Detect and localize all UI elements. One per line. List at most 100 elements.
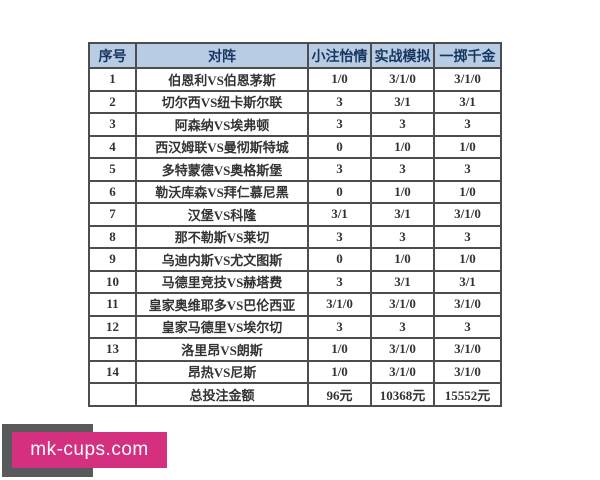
table-row: 11 皇家奥维耶多VS巴伦西亚 3/1/0 3/1/0 3/1/0 (88, 292, 502, 317)
simulation-cell: 1/0 (370, 247, 435, 272)
big-bet-cell: 1/0 (433, 179, 502, 204)
row-number-cell: 6 (88, 179, 137, 204)
bet-table: 序号 对阵 小注怡情 实战模拟 一掷千金 1 伯恩利VS伯恩茅斯 1/0 3/1/0 3… (88, 42, 502, 407)
big-bet-cell: 3/1/0 (433, 202, 502, 227)
small-bet-cell: 1/0 (307, 67, 372, 92)
row-number-cell: 8 (88, 224, 137, 249)
simulation-cell: 3/1/0 (370, 359, 435, 384)
simulation-cell: 3/1/0 (370, 337, 435, 362)
row-number-cell: 7 (88, 202, 137, 227)
row-number-cell: 2 (88, 89, 137, 114)
match-cell: 西汉姆联VS曼彻斯特城 (135, 134, 309, 159)
match-cell: 阿森纳VS埃弗顿 (135, 112, 309, 137)
match-cell: 皇家马德里VS埃尔切 (135, 314, 309, 339)
match-cell: 皇家奥维耶多VS巴伦西亚 (135, 292, 309, 317)
simulation-cell: 3 (370, 157, 435, 182)
row-number-cell: 5 (88, 157, 137, 182)
big-bet-cell: 3/1 (433, 89, 502, 114)
total-empty-cell (88, 382, 137, 407)
row-number-cell: 4 (88, 134, 137, 159)
header-small-bet: 小注怡情 (307, 42, 372, 69)
row-number-cell: 11 (88, 292, 137, 317)
total-big-bet-cell: 15552元 (433, 382, 502, 407)
total-row: 总投注金额 96元 10368元 15552元 (88, 382, 502, 407)
header-number: 序号 (88, 42, 137, 69)
header-match: 对阵 (135, 42, 309, 69)
small-bet-cell: 0 (307, 134, 372, 159)
small-bet-cell: 1/0 (307, 337, 372, 362)
small-bet-cell: 3/1/0 (307, 292, 372, 317)
watermark-text: mk-cups.com (30, 439, 149, 460)
small-bet-cell: 3/1 (307, 202, 372, 227)
simulation-cell: 3/1 (370, 202, 435, 227)
big-bet-cell: 3/1/0 (433, 67, 502, 92)
match-cell: 那不勒斯VS莱切 (135, 224, 309, 249)
table-header-row: 序号 对阵 小注怡情 实战模拟 一掷千金 (88, 42, 502, 69)
simulation-cell: 3/1/0 (370, 292, 435, 317)
table-row: 3 阿森纳VS埃弗顿 3 3 3 (88, 112, 502, 137)
simulation-cell: 3/1 (370, 89, 435, 114)
table-row: 1 伯恩利VS伯恩茅斯 1/0 3/1/0 3/1/0 (88, 67, 502, 92)
row-number-cell: 13 (88, 337, 137, 362)
row-number-cell: 9 (88, 247, 137, 272)
row-number-cell: 3 (88, 112, 137, 137)
small-bet-cell: 3 (307, 157, 372, 182)
small-bet-cell: 0 (307, 179, 372, 204)
big-bet-cell: 1/0 (433, 134, 502, 159)
bet-table-container: 序号 对阵 小注怡情 实战模拟 一掷千金 1 伯恩利VS伯恩茅斯 1/0 3/1/0 3… (88, 42, 502, 407)
match-cell: 马德里竞技VS赫塔费 (135, 269, 309, 294)
big-bet-cell: 3 (433, 157, 502, 182)
table-row: 6 勒沃库森VS拜仁慕尼黑 0 1/0 1/0 (88, 179, 502, 204)
match-cell: 洛里昂VS朗斯 (135, 337, 309, 362)
small-bet-cell: 3 (307, 269, 372, 294)
match-cell: 昂热VS尼斯 (135, 359, 309, 384)
table-row: 14 昂热VS尼斯 1/0 3/1/0 3/1/0 (88, 359, 502, 384)
big-bet-cell: 1/0 (433, 247, 502, 272)
small-bet-cell: 3 (307, 89, 372, 114)
table-row: 5 多特蒙德VS奥格斯堡 3 3 3 (88, 157, 502, 182)
small-bet-cell: 1/0 (307, 359, 372, 384)
row-number-cell: 10 (88, 269, 137, 294)
big-bet-cell: 3 (433, 224, 502, 249)
row-number-cell: 1 (88, 67, 137, 92)
row-number-cell: 14 (88, 359, 137, 384)
big-bet-cell: 3/1/0 (433, 359, 502, 384)
small-bet-cell: 3 (307, 314, 372, 339)
small-bet-cell: 0 (307, 247, 372, 272)
match-cell: 切尔西VS纽卡斯尔联 (135, 89, 309, 114)
big-bet-cell: 3/1 (433, 269, 502, 294)
simulation-cell: 3 (370, 224, 435, 249)
big-bet-cell: 3 (433, 112, 502, 137)
table-row: 9 乌迪内斯VS尤文图斯 0 1/0 1/0 (88, 247, 502, 272)
simulation-cell: 3/1/0 (370, 67, 435, 92)
match-cell: 汉堡VS科隆 (135, 202, 309, 227)
big-bet-cell: 3/1/0 (433, 337, 502, 362)
match-cell: 勒沃库森VS拜仁慕尼黑 (135, 179, 309, 204)
simulation-cell: 3/1 (370, 269, 435, 294)
table-row: 7 汉堡VS科隆 3/1 3/1 3/1/0 (88, 202, 502, 227)
header-big-bet: 一掷千金 (433, 42, 502, 69)
match-cell: 伯恩利VS伯恩茅斯 (135, 67, 309, 92)
simulation-cell: 1/0 (370, 179, 435, 204)
table-row: 13 洛里昂VS朗斯 1/0 3/1/0 3/1/0 (88, 337, 502, 362)
small-bet-cell: 3 (307, 224, 372, 249)
total-simulation-cell: 10368元 (370, 382, 435, 407)
big-bet-cell: 3 (433, 314, 502, 339)
watermark-box: mk-cups.com (12, 432, 167, 468)
table-body: 1 伯恩利VS伯恩茅斯 1/0 3/1/0 3/1/0 2 切尔西VS纽卡斯尔联 3 3/1 3/… (88, 67, 502, 384)
big-bet-cell: 3/1/0 (433, 292, 502, 317)
simulation-cell: 3 (370, 112, 435, 137)
table-row: 4 西汉姆联VS曼彻斯特城 0 1/0 1/0 (88, 134, 502, 159)
match-cell: 乌迪内斯VS尤文图斯 (135, 247, 309, 272)
table-row: 2 切尔西VS纽卡斯尔联 3 3/1 3/1 (88, 89, 502, 114)
small-bet-cell: 3 (307, 112, 372, 137)
table-row: 10 马德里竞技VS赫塔费 3 3/1 3/1 (88, 269, 502, 294)
header-simulation: 实战模拟 (370, 42, 435, 69)
row-number-cell: 12 (88, 314, 137, 339)
total-small-bet-cell: 96元 (307, 382, 372, 407)
total-label-cell: 总投注金额 (135, 382, 309, 407)
simulation-cell: 1/0 (370, 134, 435, 159)
table-row: 8 那不勒斯VS莱切 3 3 3 (88, 224, 502, 249)
table-row: 12 皇家马德里VS埃尔切 3 3 3 (88, 314, 502, 339)
simulation-cell: 3 (370, 314, 435, 339)
